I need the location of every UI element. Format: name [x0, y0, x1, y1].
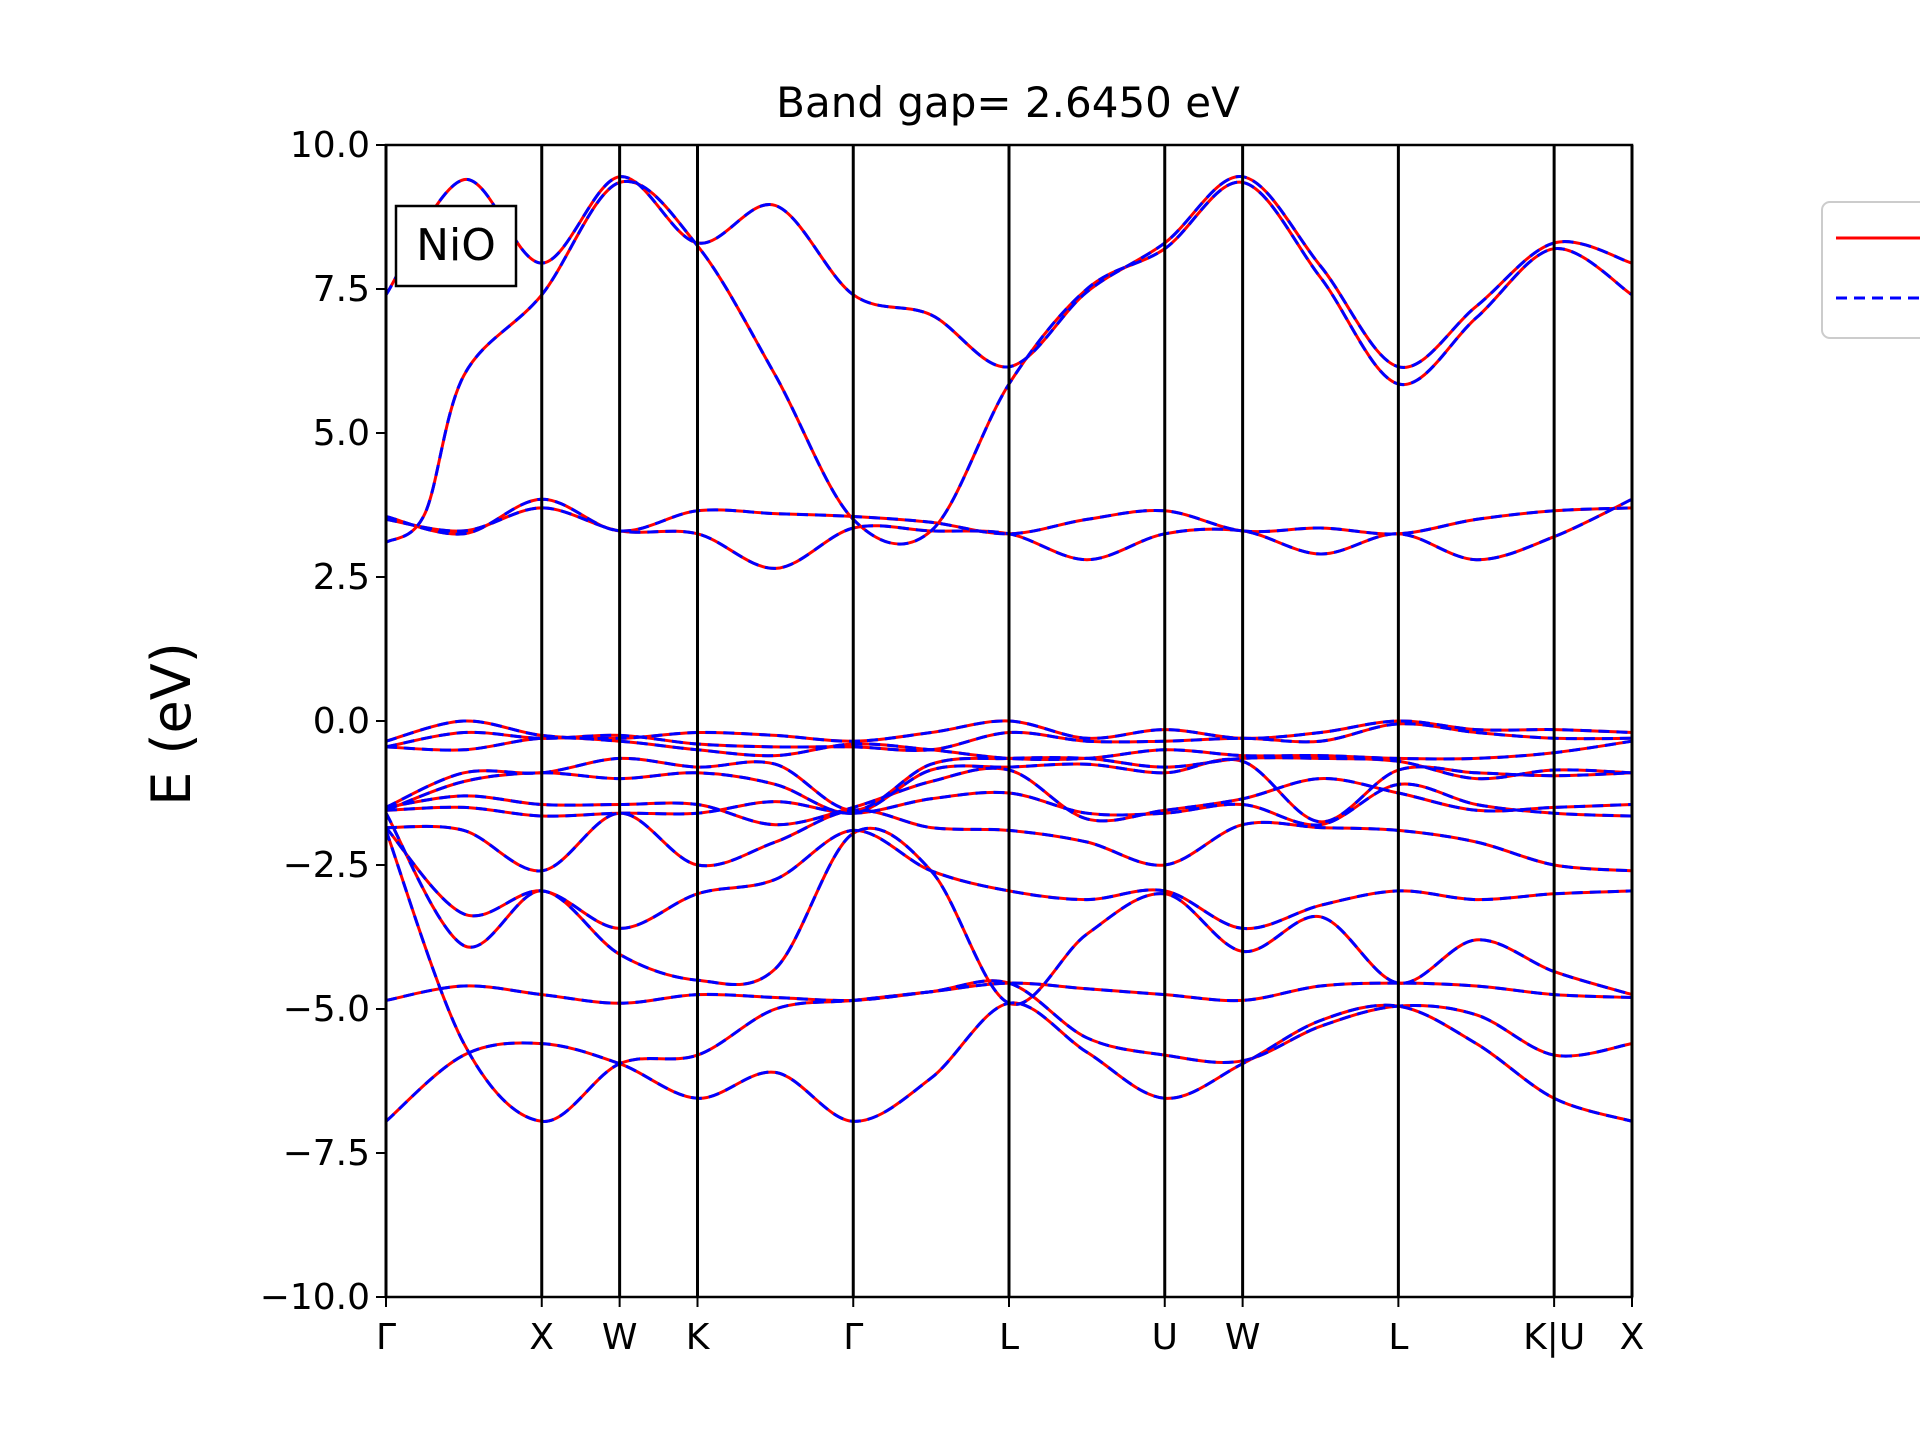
x-axis-ticks: Γ X W K Γ L U W L K|U X	[376, 1297, 1644, 1358]
x-tick-label-1: X	[529, 1317, 554, 1358]
y-tick-label-1: 7.5	[313, 269, 370, 310]
y-axis-ticks: 10.0 7.5 5.0 2.5 0.0 −2.5 −5.0 −7.5 −10.0	[260, 125, 386, 1318]
y-axis-label: E (eV)	[140, 642, 203, 806]
annotation-label: NiO	[416, 220, 496, 271]
x-tick-label-9: K|U	[1523, 1317, 1585, 1358]
band-line-blue-1	[384, 829, 1633, 1123]
band-line-blue-14	[385, 497, 1633, 536]
x-tick-label-2: W	[602, 1317, 638, 1358]
band-line-blue-16	[384, 175, 1633, 369]
x-tick-label-4: Γ	[843, 1317, 863, 1358]
y-tick-label-0: 10.0	[290, 125, 370, 166]
y-tick-label-2: 5.0	[313, 413, 370, 454]
band-line-blue-4	[384, 812, 1633, 1006]
y-tick-label-4: 0.0	[313, 701, 370, 742]
x-tick-label-0: Γ	[376, 1317, 396, 1358]
y-tick-label-5: −2.5	[283, 845, 370, 886]
x-tick-label-5: L	[999, 1317, 1019, 1358]
kpoint-lines	[384, 145, 1634, 1297]
legend-box	[1821, 201, 1920, 339]
band-line-blue-6	[385, 782, 1633, 827]
x-tick-label-7: W	[1225, 1317, 1261, 1358]
band-line-blue-3	[384, 826, 1633, 931]
chart-title: Band gap= 2.6450 eV	[776, 78, 1240, 127]
plot-frame	[384, 143, 1634, 1299]
y-tick-label-6: −5.0	[283, 989, 370, 1030]
band-line-blue-8	[385, 757, 1633, 824]
y-tick-label-3: 2.5	[313, 557, 370, 598]
legend	[1821, 201, 1920, 339]
x-tick-label-8: L	[1388, 1317, 1408, 1358]
x-tick-label-10: X	[1620, 1317, 1645, 1358]
material-annotation: NiO	[394, 204, 518, 288]
band-line-blue-5	[385, 808, 1633, 873]
y-tick-label-7: −7.5	[283, 1133, 370, 1174]
y-tick-label-8: −10.0	[260, 1277, 370, 1318]
x-tick-label-6: U	[1152, 1317, 1178, 1358]
annotation-box	[394, 204, 518, 288]
x-tick-label-3: K	[686, 1317, 711, 1358]
